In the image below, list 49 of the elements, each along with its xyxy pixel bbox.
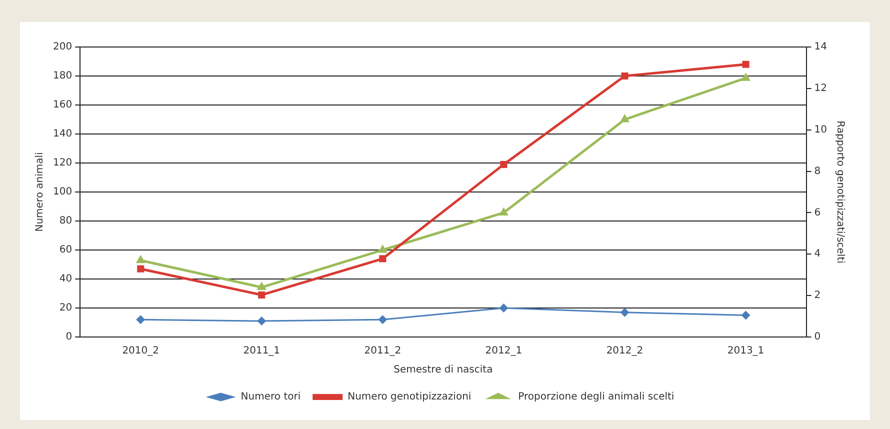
y2-tick-label: 6 (814, 207, 821, 218)
point (136, 254, 146, 264)
y-tick-label: 120 (52, 158, 72, 169)
legend-label: Numero genotipizzazioni (348, 392, 472, 403)
point (258, 291, 266, 298)
point (137, 265, 144, 272)
point (498, 207, 508, 216)
y-tick-label: 60 (59, 244, 72, 256)
y-axis-title: Numero animali (34, 152, 46, 232)
point (620, 114, 630, 122)
x-tick-label: 2011_2 (364, 346, 402, 357)
y-tick-label: 180 (52, 70, 72, 82)
x-tick-label: 2013_1 (727, 346, 764, 357)
legend-label: Proporzione degli animali scelti (518, 392, 674, 403)
y-tick-label: 0 (66, 332, 72, 343)
x-tick-label: 2012_2 (606, 346, 644, 357)
x-tick-label: 2011_1 (243, 346, 280, 357)
y-tick-label: 80 (59, 216, 72, 227)
y-tick-label: 160 (52, 100, 72, 111)
point (741, 310, 750, 320)
y-tick-label: 140 (52, 128, 72, 140)
point (136, 315, 146, 324)
point (257, 316, 266, 326)
x-tick-label: 2010_2 (122, 346, 160, 357)
y2-axis-title: Rapporto genotipizzati/scelti (834, 120, 846, 264)
y-tick-label: 20 (59, 302, 72, 314)
point (740, 72, 751, 81)
y-tick-label: 40 (59, 274, 72, 285)
point (256, 282, 266, 290)
y2-tick-label: 4 (814, 248, 821, 260)
point (620, 308, 630, 317)
y2-tick-label: 8 (814, 166, 821, 177)
point (742, 60, 750, 68)
legend-label: Numero tori (240, 392, 301, 403)
y2-tick-label: 0 (814, 332, 821, 343)
y-tick-label: 200 (52, 42, 72, 53)
y2-tick-label: 14 (814, 42, 828, 53)
y-tick-label: 100 (52, 186, 72, 198)
x-axis-title: Semestre di nascita (394, 364, 493, 376)
point (621, 72, 628, 80)
y2-tick-label: 10 (814, 124, 828, 136)
point (378, 315, 388, 324)
x-tick-label: 2012_1 (485, 346, 522, 357)
point (499, 304, 508, 312)
y2-tick-label: 2 (814, 290, 821, 302)
y2-tick-label: 12 (814, 83, 828, 94)
point (500, 160, 508, 168)
point (379, 255, 386, 262)
point (378, 244, 388, 253)
